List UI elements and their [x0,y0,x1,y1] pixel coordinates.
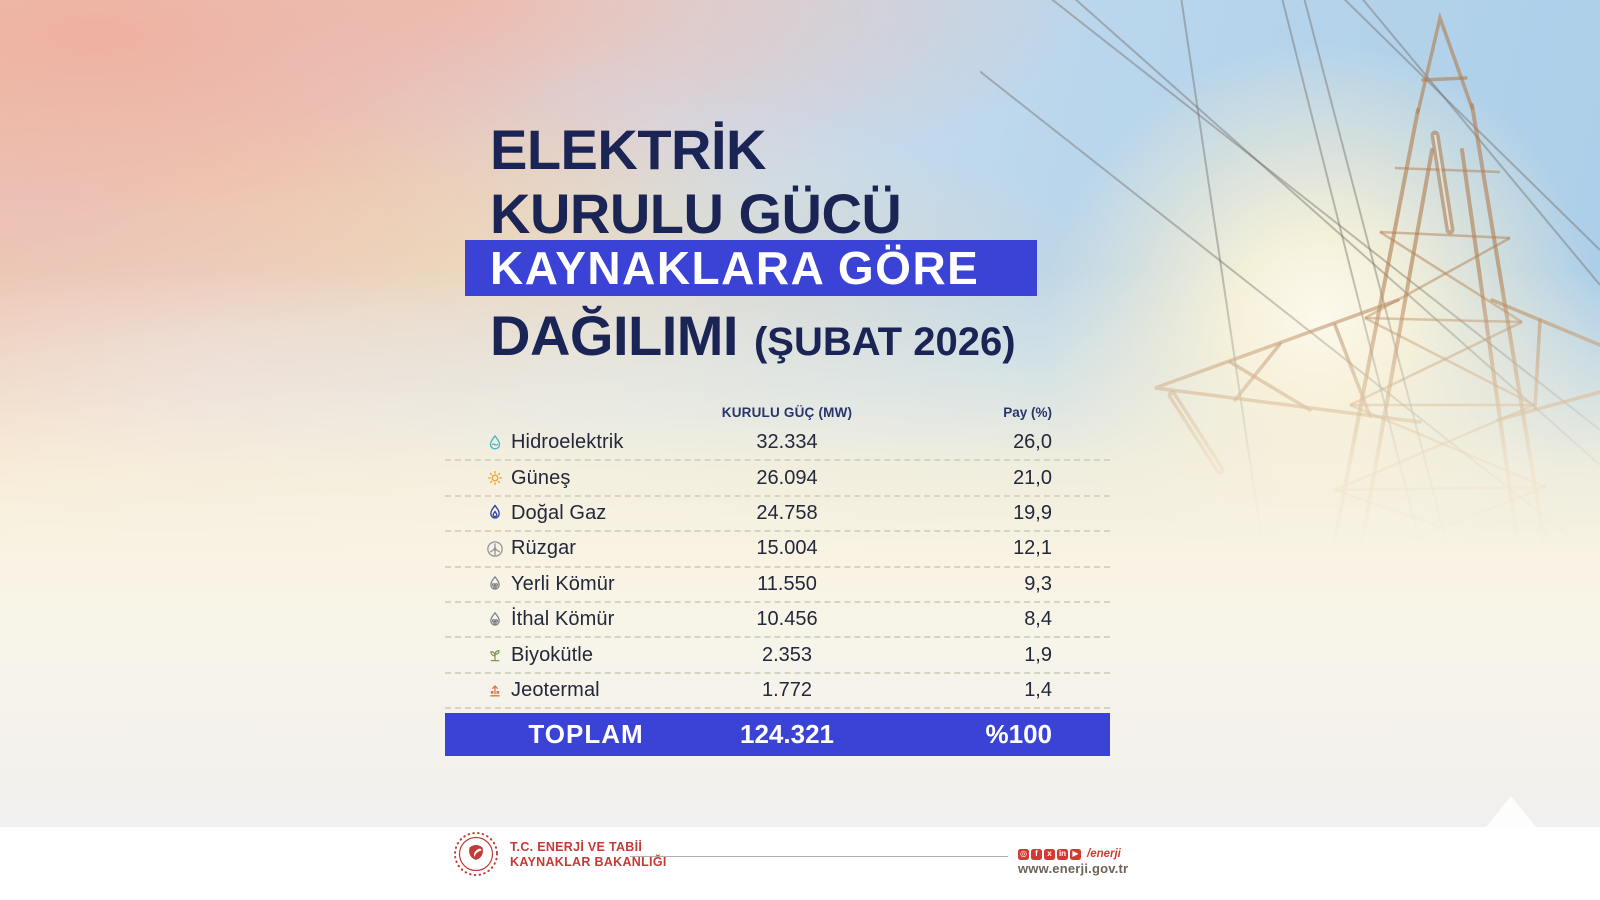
share-value: 1,4 [1024,678,1052,701]
ministry-name-line1: T.C. ENERJİ VE TABİİ [510,840,643,854]
poster-title: ELEKTRİK KURULU GÜCÜ KAYNAKLARA GÖRE DAĞ… [465,118,1037,367]
table-row: Yerli Kömür 11.550 9,3 [445,568,1110,603]
social-media-row: ◎ f x in ▶ /enerji [1018,848,1121,860]
instagram-icon: ◎ [1018,848,1029,860]
capacity-value: 1.772 [761,678,813,701]
source-label: İthal Kömür [511,608,615,631]
share-value: 21,0 [1013,466,1052,489]
table-header-row: KURULU GÜÇ (MW) Pay (%) [445,398,1110,426]
sun-icon [485,468,511,488]
table-row: Biyokütle 2.353 1,9 [445,638,1110,674]
share-value: 26,0 [1013,431,1052,454]
ministry-name-line2: KAYNAKLAR BAKANLIĞI [510,855,667,869]
column-header-capacity: KURULU GÜÇ (MW) [721,404,853,420]
facebook-icon: f [1031,848,1042,860]
title-dagilimi: DAĞILIMI [490,304,738,367]
source-label: Hidroelektrik [511,431,624,454]
total-label: TOPLAM [528,719,644,750]
title-highlight-text: KAYNAKLARA GÖRE [490,242,980,294]
table-row: İthal Kömür 10.456 8,4 [445,603,1110,639]
source-label: Doğal Gaz [511,501,607,524]
source-label: Güneş [511,466,571,489]
ministry-emblem-logo [454,832,498,876]
total-capacity: 124.321 [740,719,834,750]
share-value: 19,9 [1013,501,1052,524]
linkedin-icon: in [1057,848,1068,860]
table-row: Rüzgar 15.004 12,1 [445,532,1110,568]
wind-turbine-icon [485,539,511,559]
biomass-plant-icon [485,645,511,665]
footer-bar: T.C. ENERJİ VE TABİİ KAYNAKLAR BAKANLIĞI… [0,827,1600,900]
table-row: Güneş 26.094 21,0 [445,461,1110,497]
footer-divider-line [630,856,1008,857]
title-line-1: ELEKTRİK [490,118,767,181]
table-row: Hidroelektrik 32.334 26,0 [445,426,1110,462]
capacity-value: 26.094 [756,466,818,489]
source-label: Yerli Kömür [511,572,615,595]
decorative-triangle [1486,796,1536,827]
capacity-value: 15.004 [756,537,818,560]
capacity-value: 2.353 [761,643,813,666]
ministry-name: T.C. ENERJİ VE TABİİ KAYNAKLAR BAKANLIĞI [510,840,667,870]
domestic-coal-icon [485,574,511,594]
title-highlight-band: KAYNAKLARA GÖRE [465,240,1037,296]
capacity-table: KURULU GÜÇ (MW) Pay (%) Hidroelektrik 32… [445,398,1110,757]
x-icon: x [1044,848,1055,860]
youtube-icon: ▶ [1070,848,1081,860]
capacity-value: 11.550 [757,572,817,595]
share-value: 1,9 [1024,643,1052,666]
table-row: Jeotermal 1.772 1,4 [445,674,1110,710]
source-label: Jeotermal [511,678,600,701]
title-line-2: KURULU GÜCÜ [490,182,902,245]
capacity-value: 32.334 [756,431,818,454]
total-share: %100 [985,719,1053,750]
column-header-share: Pay (%) [1003,404,1052,420]
table-row: Doğal Gaz 24.758 19,9 [445,497,1110,533]
capacity-value: 10.456 [756,608,818,631]
website-url: www.enerji.gov.tr [1018,861,1129,876]
capacity-value: 24.758 [756,501,818,524]
imported-coal-icon [485,610,511,630]
geothermal-icon [485,680,511,700]
title-line-4: DAĞILIMI (ŞUBAT 2026) [490,304,1016,368]
source-label: Biyokütle [511,643,594,666]
hydro-drop-icon [485,433,511,453]
share-value: 12,1 [1013,537,1052,560]
source-label: Rüzgar [511,537,577,560]
total-row: TOPLAM 124.321 %100 [445,713,1110,757]
gas-flame-icon [485,503,511,523]
share-value: 8,4 [1024,608,1052,631]
title-period: (ŞUBAT 2026) [753,320,1016,364]
share-value: 9,3 [1024,572,1052,595]
social-handle: /enerji [1087,848,1121,860]
